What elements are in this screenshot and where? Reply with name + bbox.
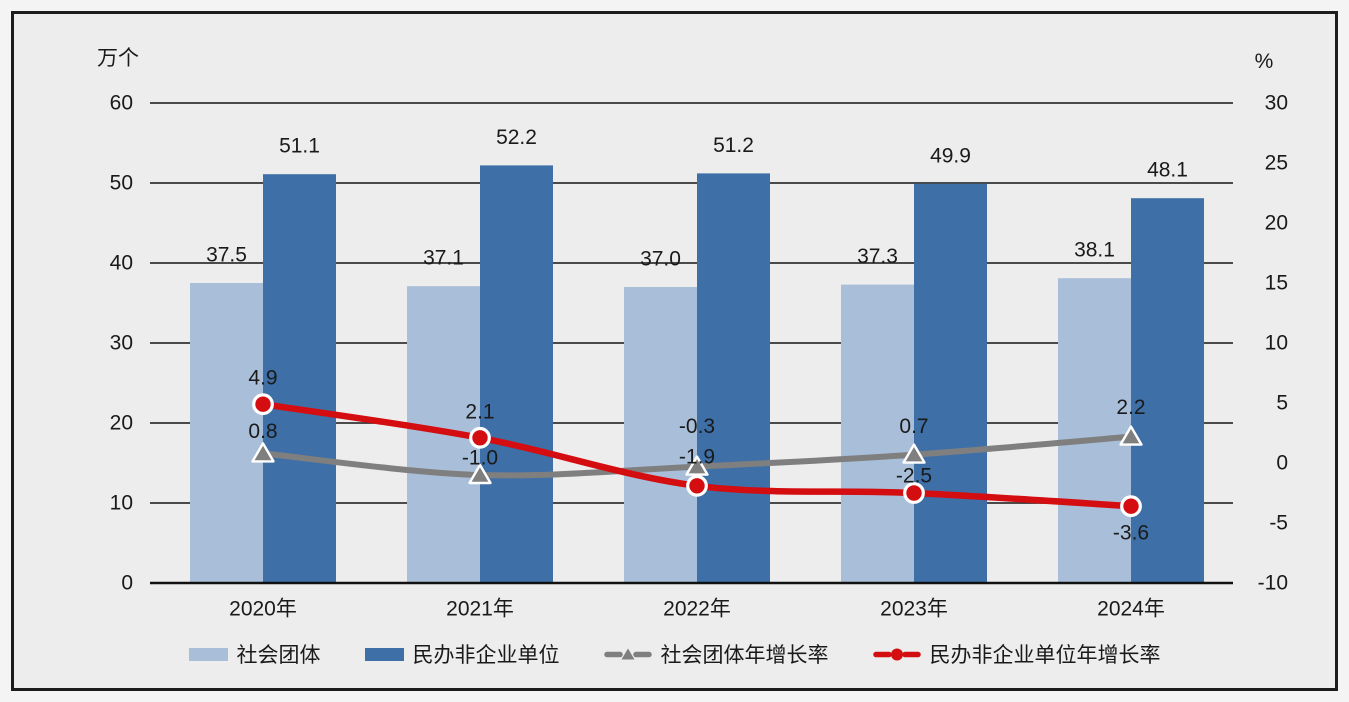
triangle-marker xyxy=(251,442,275,463)
left-tick-label: 10 xyxy=(110,492,133,515)
legend-swatch-bar xyxy=(364,647,404,661)
triangle-marker xyxy=(468,463,492,485)
line-value-label: -3.6 xyxy=(1113,522,1149,545)
bar-dark-2 xyxy=(697,173,770,583)
legend-label: 民办非企业单位 xyxy=(412,644,560,667)
right-tick-label: 25 xyxy=(1265,152,1288,175)
bar-light-2 xyxy=(624,287,697,583)
left-tick-label: 50 xyxy=(110,172,133,195)
line-value-label: 4.9 xyxy=(248,367,277,390)
bar-value-label: 37.3 xyxy=(857,245,898,268)
x-category-label: 2022年 xyxy=(663,598,731,621)
line-value-label: 2.1 xyxy=(465,400,494,423)
circle-marker xyxy=(1120,495,1142,518)
legend-item-2: 社会团体年增长率 xyxy=(603,639,829,669)
legend-item-1: 民办非企业单位 xyxy=(364,639,560,669)
bar-value-label: 37.5 xyxy=(206,244,247,267)
bar-dark-3 xyxy=(914,183,987,584)
legend-swatch-line-triangle xyxy=(603,648,652,660)
bar-light-3 xyxy=(841,284,914,583)
circle-marker xyxy=(469,426,491,449)
left-axis-title: 万个 xyxy=(97,47,139,70)
right-tick-label: -5 xyxy=(1269,512,1288,535)
line-value-label: 2.2 xyxy=(1116,396,1145,419)
x-category-label: 2023年 xyxy=(880,598,948,621)
legend-swatch-bar xyxy=(188,647,228,661)
right-tick-label: 30 xyxy=(1265,92,1288,115)
legend-label: 社会团体 xyxy=(236,644,321,667)
circle-marker xyxy=(903,482,925,504)
legend-label: 社会团体年增长率 xyxy=(660,644,829,667)
bar-value-label: 51.2 xyxy=(713,134,754,157)
legend: 社会团体 民办非企业单位 社会团体年增长率 民办非企业单位年增长率 xyxy=(0,637,1349,671)
circle-marker xyxy=(686,474,708,497)
left-tick-label: 40 xyxy=(110,252,133,275)
bar-value-label: 52.2 xyxy=(496,126,537,149)
right-tick-label: 20 xyxy=(1265,212,1288,235)
right-tick-label: 15 xyxy=(1265,272,1288,295)
bar-light-0 xyxy=(190,283,263,583)
line-value-label: -1.0 xyxy=(462,447,498,470)
triangle-marker xyxy=(902,443,926,464)
line-value-label: -1.9 xyxy=(679,445,715,468)
bar-value-label: 37.0 xyxy=(640,248,681,271)
bar-light-4 xyxy=(1058,278,1131,583)
left-tick-label: 0 xyxy=(121,572,133,595)
line-value-label: 0.8 xyxy=(248,420,277,443)
legend-item-3: 民办非企业单位年增长率 xyxy=(872,639,1161,669)
legend-label: 民办非企业单位年增长率 xyxy=(929,644,1161,667)
left-tick-label: 30 xyxy=(110,332,133,355)
bar-dark-1 xyxy=(480,165,553,583)
left-tick-label: 60 xyxy=(110,92,133,115)
x-category-label: 2024年 xyxy=(1097,598,1165,621)
bar-value-label: 38.1 xyxy=(1074,239,1115,262)
x-category-label: 2020年 xyxy=(229,598,297,621)
line-value-label: -0.3 xyxy=(679,415,715,438)
line-value-label: -2.5 xyxy=(896,465,932,488)
right-tick-label: -10 xyxy=(1258,572,1288,595)
right-tick-label: 10 xyxy=(1265,332,1288,355)
triangle-marker xyxy=(1119,425,1143,446)
bar-value-label: 51.1 xyxy=(279,135,320,158)
line-value-label: 0.7 xyxy=(899,415,928,438)
bar-value-label: 49.9 xyxy=(930,144,971,167)
legend-swatch-line-circle xyxy=(872,648,921,661)
circle-marker xyxy=(252,393,274,416)
x-category-label: 2021年 xyxy=(446,598,514,621)
bar-value-label: 37.1 xyxy=(423,247,464,270)
legend-item-0: 社会团体 xyxy=(188,639,321,669)
bar-value-label: 48.1 xyxy=(1147,159,1188,182)
right-tick-label: 0 xyxy=(1276,452,1288,475)
bar-dark-4 xyxy=(1131,198,1204,583)
triangle-marker xyxy=(685,455,709,476)
left-tick-label: 20 xyxy=(110,412,133,435)
right-tick-label: 5 xyxy=(1276,392,1288,415)
bar-dark-0 xyxy=(263,174,336,583)
right-axis-title: % xyxy=(1254,50,1274,73)
